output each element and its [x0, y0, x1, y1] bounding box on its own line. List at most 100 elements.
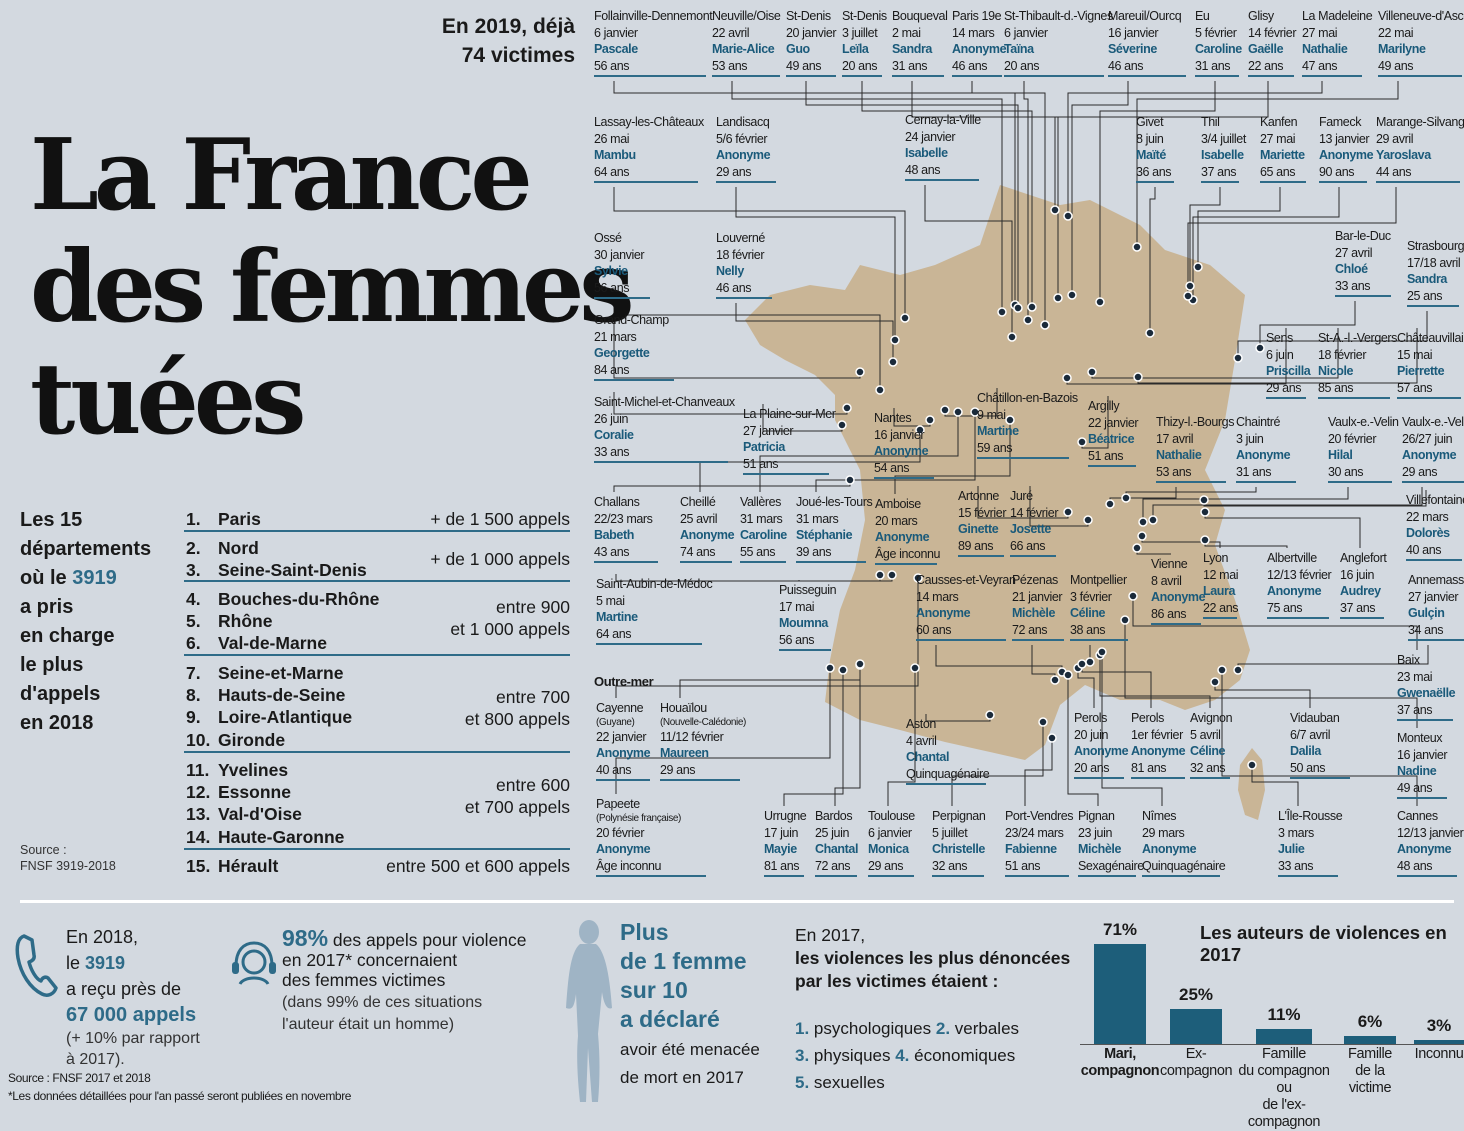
connector-line [861, 81, 1033, 307]
departement-range: et 800 appels [464, 709, 570, 729]
threat-a: Plus [620, 919, 669, 945]
victim-name: Anonyme [1074, 744, 1129, 758]
connector-line [613, 480, 851, 492]
victim-date: 17 juin [764, 825, 799, 840]
victim-card: Amboise 20 mars Anonyme Âge inconnu [875, 496, 941, 565]
card-underline [952, 75, 1002, 77]
departement-rank: 2. [186, 538, 201, 558]
victim-date: 20 février [1328, 431, 1377, 446]
victim-location-dot [1255, 343, 1265, 353]
victim-name: Nicole [1318, 364, 1354, 378]
card-underline [1318, 397, 1390, 399]
victim-name: Séverine [1108, 42, 1157, 56]
victim-date: 12 mai [1203, 567, 1239, 582]
calls-3919: 3919 [85, 953, 126, 973]
victim-location-dot [1047, 733, 1057, 743]
victim-location-dot [1217, 665, 1227, 675]
departements-title: Les 15 départements où le 3919 a pris en… [20, 506, 151, 738]
card-underline [1267, 617, 1329, 619]
victim-card: Marange-Silvange 29 avril Yaroslava 44 ans [1376, 114, 1464, 183]
victim-age: 46 ans [716, 280, 752, 295]
victim-age: 81 ans [764, 858, 800, 873]
victim-place: Châtillon-en-Bazois [977, 391, 1078, 405]
victim-place: Cayenne [596, 701, 644, 715]
victim-card: La Madeleine 27 mai Nathalie 47 ans [1302, 8, 1373, 77]
victim-age: 22 ans [1248, 58, 1284, 73]
victim-date: 3 février [1070, 589, 1112, 604]
connector-line [1192, 187, 1340, 300]
victim-place: Landisacq [716, 115, 770, 129]
header-line1: En 2019, déjà [441, 15, 575, 38]
victim-date: 15 février [958, 505, 1007, 520]
victim-location-dot [1200, 535, 1210, 545]
victim-date: 20 février [596, 825, 645, 840]
victim-card: Urrugne 17 juin Mayie 81 ans [764, 808, 807, 877]
victim-place: La Madeleine [1302, 9, 1373, 23]
victim-name: Nathalie [1156, 448, 1202, 462]
victim-age: 75 ans [1267, 600, 1303, 615]
title-line1: La France [30, 118, 533, 233]
victim-age: 49 ans [1397, 780, 1433, 795]
victim-location-dot [887, 570, 897, 580]
victim-card: Ossé 30 janvier Sylvie 56 ans [594, 230, 650, 299]
chart-category-label: Ex-compagnon [1160, 1046, 1233, 1079]
victim-place: Baix [1397, 653, 1420, 667]
victim-card: Pignan 23 juin Michèle Sexagénaire [1078, 808, 1144, 877]
victim-age: 31 ans [892, 58, 928, 73]
departement-name: Loire-Atlantique [218, 707, 353, 727]
victim-name: Anonyme [716, 148, 771, 162]
victim-card: Cheillé 25 avril Anonyme 74 ans [680, 494, 735, 563]
departement-range: + de 1 500 appels [430, 509, 570, 529]
card-underline [977, 457, 1069, 459]
card-underline [594, 561, 658, 563]
victim-age: 32 ans [1190, 760, 1226, 775]
victim-place: Marange-Silvange [1376, 115, 1464, 129]
victim-card: Cayenne (Guyane) 22 janvier Anonyme 40 ans [596, 700, 651, 781]
dep-title-l8: en 2018 [20, 712, 94, 734]
victim-location-dot [1121, 493, 1131, 503]
victim-place: Montpellier [1070, 573, 1127, 587]
title-line3: tuées [30, 342, 306, 457]
victim-name: Laura [1203, 584, 1236, 598]
victim-date: 3 mars [1278, 825, 1314, 840]
connector-line [1204, 540, 1288, 548]
threat-f: de mort en 2017 [620, 1068, 744, 1087]
victim-age: 48 ans [905, 162, 941, 177]
victim-card: Annemasse 27 janvier Gulçin 34 ans [1408, 572, 1464, 641]
victim-age: 37 ans [1201, 164, 1237, 179]
chart-category-label: Inconnu [1414, 1046, 1464, 1062]
victim-date: 8 juin [1136, 131, 1164, 146]
dep-title-l2: départements [20, 538, 152, 560]
victim-age: 37 ans [1340, 600, 1376, 615]
victim-name: Maureen [660, 746, 709, 760]
card-underline [1266, 397, 1306, 399]
victim-card: Anglefort 16 juin Audrey 37 ans [1340, 550, 1387, 619]
victim-place: St-A.-l.-Vergers [1318, 331, 1398, 345]
connector-line [613, 303, 881, 390]
victim-date: 22 janvier [1088, 415, 1139, 430]
threat-d: a déclaré [620, 1006, 720, 1032]
victim-date: 26 mai [594, 131, 630, 146]
departement-divider [184, 654, 570, 656]
dep-title-l5: en charge [20, 625, 115, 647]
victim-location-dot [1063, 670, 1073, 680]
departement-divider [184, 751, 570, 753]
card-underline [1088, 465, 1136, 467]
card-underline [842, 75, 882, 77]
victim-place: Urrugne [764, 809, 807, 823]
victim-place: Pézenas [1012, 573, 1058, 587]
victim-location-dot [1133, 372, 1143, 382]
departement-rank: 15. [186, 856, 211, 876]
victim-card: Puisseguin 17 mai Moumna 56 ans [779, 582, 837, 651]
victim-age: 53 ans [1156, 464, 1192, 479]
card-underline [764, 875, 804, 877]
victim-age: Âge inconnu [875, 546, 941, 561]
connector-line [615, 668, 831, 794]
connector-line [735, 187, 896, 340]
victim-location-dot [1128, 591, 1138, 601]
connector-line [1124, 620, 1418, 728]
victim-age: 84 ans [594, 362, 630, 377]
viol-items: 1. psychologiques 2. verbales 3. physiqu… [795, 1015, 1070, 1096]
card-underline [660, 779, 740, 781]
